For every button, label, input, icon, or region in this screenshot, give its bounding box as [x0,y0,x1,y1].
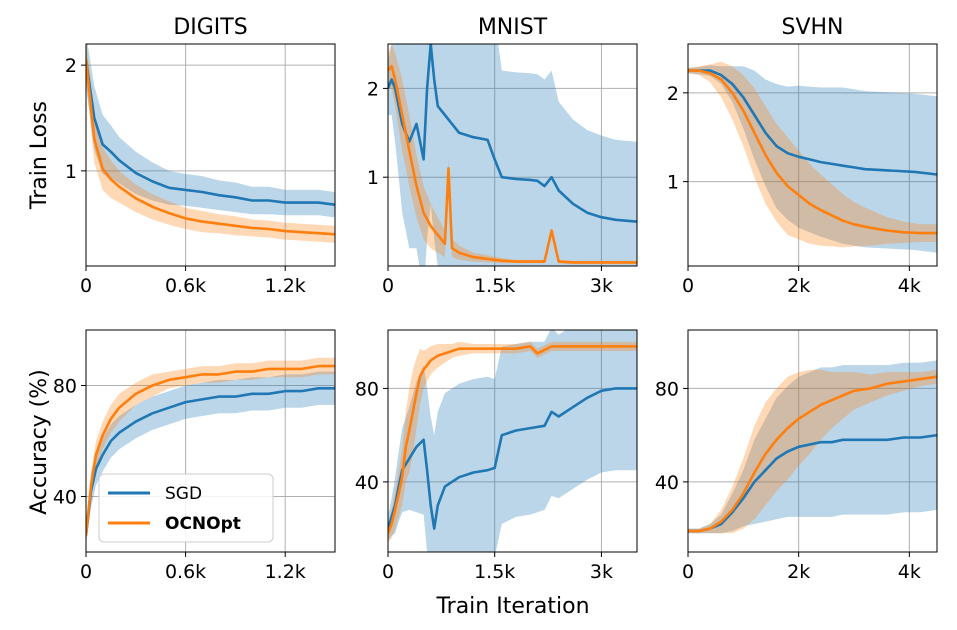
band-sgd-mnist-loss [388,44,637,266]
xtick-label-svhn-acc-1: 2k [787,561,810,583]
band-sgd-mnist-acc [388,330,637,552]
xtick-label-svhn-loss-0: 0 [682,275,694,297]
legend-label-sgd: SGD [165,484,202,504]
line-ocnopt-digits-loss [86,59,335,236]
legend-label-ocnopt: OCNOpt [165,514,241,534]
line-ocnopt-svhn-acc [688,375,937,533]
ytick-label-digits-loss-1: 2 [65,55,77,77]
ytick-label-digits-loss-0: 1 [65,161,77,183]
panel-digits-acc: 0 0.6k 1.2k 40 80 [53,329,336,583]
ytick-label-svhn-acc-0: 40 [655,472,679,494]
ylabel-accuracy: Accuracy (%) [27,369,52,515]
axes-frame-mnist-loss [387,43,638,267]
plot-area-svhn-acc [688,360,937,534]
ytick-label-svhn-loss-0: 1 [667,172,679,194]
xtick-label-digits-acc-1: 0.6k [165,561,206,583]
line-ocnopt-svhn-loss [688,69,937,235]
title-mnist-loss: MNIST [478,15,548,40]
xtick-label-mnist-loss-0: 0 [382,275,394,297]
xtick-label-digits-loss-2: 1.2k [265,275,306,297]
ytick-label-svhn-loss-1: 2 [667,83,679,105]
xtick-label-mnist-loss-1: 1.5k [474,275,515,297]
xtick-label-svhn-acc-0: 0 [682,561,694,583]
panel-mnist-acc: 0 1.5k 3k 40 80 [355,329,638,583]
line-sgd-svhn-loss [688,69,937,176]
panel-digits-loss: 0 0.6k 1.2k 1 2 DIGITS [65,15,336,297]
ylabel-train-loss: Train Loss [27,101,52,210]
xtick-label-mnist-acc-0: 0 [382,561,394,583]
axes-frame-digits-acc [85,329,336,553]
band-ocnopt-svhn-acc [688,369,937,534]
xtick-label-digits-loss-1: 0.6k [165,275,206,297]
axes-frame-mnist-acc [387,329,638,553]
xtick-label-svhn-loss-1: 2k [787,275,810,297]
axes-frame-digits-loss [85,43,336,267]
xtick-label-mnist-loss-2: 3k [590,275,613,297]
title-svhn-loss: SVHN [781,15,843,40]
line-sgd-digits-loss [86,59,335,206]
panel-svhn-loss: 0 2k 4k 1 2 SVHN [667,15,938,297]
ytick-label-mnist-loss-0: 1 [367,167,379,189]
ytick-label-digits-acc-0: 40 [53,487,77,509]
ytick-label-mnist-acc-1: 80 [355,378,379,400]
ytick-label-svhn-acc-1: 80 [655,378,679,400]
line-ocnopt-mnist-loss [388,64,637,264]
ytick-label-mnist-acc-0: 40 [355,472,379,494]
line-ocnopt-digits-acc [86,364,335,536]
xtick-label-svhn-acc-2: 4k [898,561,921,583]
plot-area-digits-acc [86,357,335,544]
plot-area-svhn-loss [688,61,937,253]
legend-box [98,473,274,543]
ytick-label-mnist-loss-1: 2 [367,78,379,100]
xtick-label-mnist-acc-2: 3k [590,561,613,583]
xtick-label-mnist-acc-1: 1.5k [474,561,515,583]
line-sgd-digits-acc [86,386,335,536]
axes-frame-svhn-acc [687,329,938,553]
legend: SGD OCNOpt [98,473,274,543]
xtick-label-digits-acc-0: 0 [80,561,92,583]
axes-frame-svhn-loss [687,43,938,267]
xtick-label-digits-acc-2: 1.2k [265,561,306,583]
plot-area-digits-loss [86,44,335,243]
panel-mnist-loss: 0 1.5k 3k 1 2 MNIST [367,15,638,297]
line-sgd-svhn-acc [688,433,937,533]
line-ocnopt-mnist-acc [388,345,637,534]
band-sgd-digits-loss [86,44,335,218]
xtick-label-svhn-loss-2: 4k [898,275,921,297]
ytick-label-digits-acc-1: 80 [53,376,77,398]
xlabel-train-iteration: Train Iteration [435,594,589,619]
xtick-label-digits-loss-0: 0 [80,275,92,297]
title-digits-loss: DIGITS [173,15,247,40]
panel-svhn-acc: 0 2k 4k 40 80 [655,329,938,583]
line-sgd-mnist-acc [388,387,637,530]
plot-area-mnist-acc [388,330,637,552]
band-ocnopt-digits-loss [86,44,335,243]
plot-area-mnist-loss [388,44,637,266]
